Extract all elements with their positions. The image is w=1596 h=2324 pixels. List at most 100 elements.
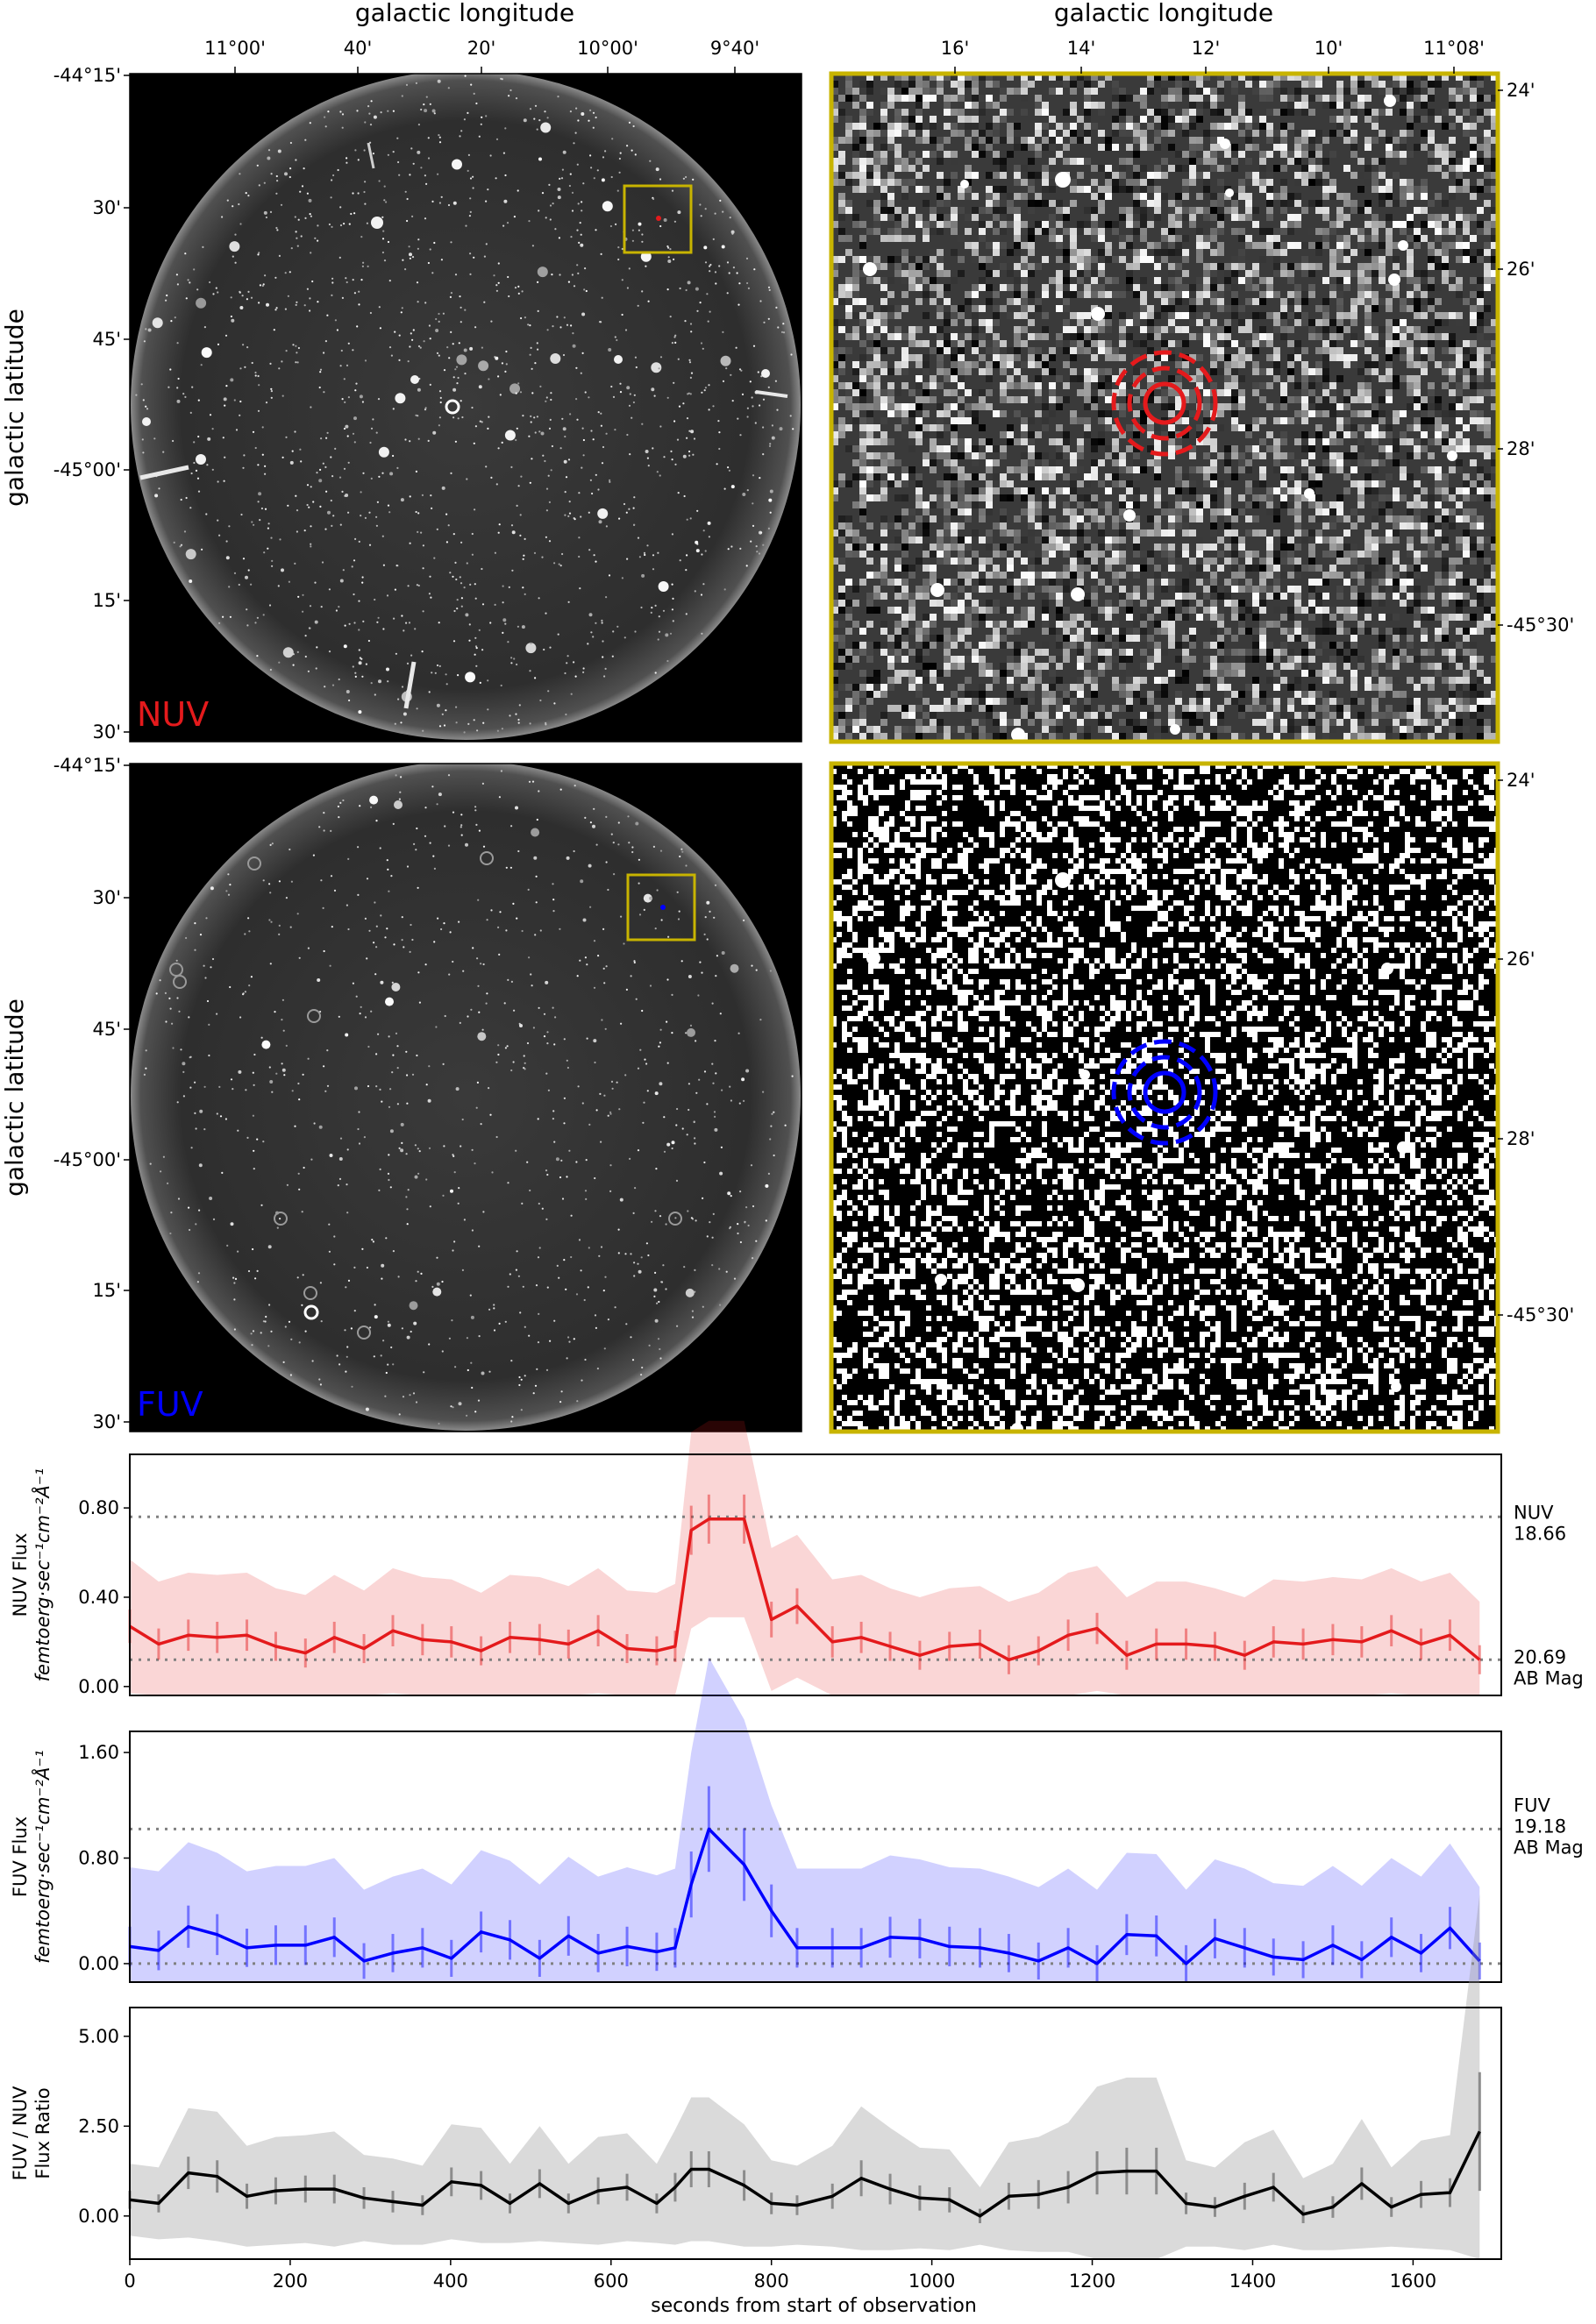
nuv-star bbox=[404, 438, 407, 441]
nuv-zoom-pixel bbox=[1266, 354, 1273, 361]
nuv-zoom-pixel bbox=[1400, 410, 1407, 417]
nuv-bright-ring bbox=[445, 399, 460, 415]
nuv-zoom-pixel bbox=[1231, 207, 1238, 214]
nuv-star bbox=[348, 699, 351, 702]
nuv-zoom-pixel bbox=[1049, 544, 1056, 551]
nuv-star bbox=[353, 212, 356, 215]
nuv-star bbox=[441, 486, 445, 490]
nuv-zoom-pixel bbox=[831, 158, 838, 165]
nuv-zoom-pixel bbox=[1056, 403, 1063, 410]
nuv-zoom-pixel bbox=[1063, 214, 1070, 221]
nuv-zoom-pixel bbox=[1217, 537, 1224, 544]
nuv-zoom-pixel bbox=[1133, 312, 1140, 319]
nuv-zoom-pixel bbox=[1393, 95, 1400, 102]
nuv-zoom-pixel bbox=[1449, 508, 1456, 515]
nuv-zoom-pixel bbox=[1217, 410, 1224, 417]
nuv-star bbox=[475, 102, 478, 105]
nuv-zoom-pixel bbox=[1400, 151, 1407, 158]
nuv-zoom-pixel bbox=[1175, 95, 1182, 102]
nuv-zoom-pixel bbox=[901, 88, 908, 95]
nuv-zoom-pixel bbox=[1287, 193, 1294, 200]
nuv-star bbox=[581, 201, 583, 203]
nuv-zoom-pixel bbox=[1421, 291, 1428, 298]
nuv-star bbox=[438, 665, 441, 668]
nuv-zoom-pixel bbox=[1315, 228, 1322, 235]
nuv-zoom-pixel bbox=[1084, 116, 1091, 123]
nuv-zoom-pixel bbox=[944, 193, 951, 200]
nuv-zoom-pixel bbox=[958, 522, 965, 529]
nuv-zoom-pixel bbox=[1140, 200, 1147, 207]
nuv-zoom-pixel bbox=[1280, 144, 1287, 151]
nuv-zoom-pixel bbox=[1126, 270, 1133, 277]
nuv-zoom-pixel bbox=[1105, 256, 1112, 263]
nuv-zoom-pixel bbox=[1063, 144, 1070, 151]
nuv-zoom-pixel bbox=[1210, 473, 1217, 480]
nuv-star bbox=[732, 267, 736, 269]
nuv-zoom-pixel bbox=[1091, 326, 1098, 333]
nuv-zoom-pixel bbox=[972, 81, 979, 88]
nuv-star bbox=[436, 352, 439, 354]
nuv-zoom-pixel bbox=[1449, 522, 1456, 529]
nuv-star bbox=[530, 415, 532, 417]
nuv-star bbox=[561, 417, 564, 420]
nuv-star bbox=[730, 230, 735, 234]
nuv-zoom-pixel bbox=[1238, 403, 1245, 410]
nuv-star bbox=[410, 654, 413, 657]
nuv-zoom-pixel bbox=[1273, 81, 1280, 88]
nuv-zoom-pixel bbox=[1245, 466, 1252, 473]
nuv-zoom-pixel bbox=[852, 410, 859, 417]
nuv-zoom-pixel bbox=[1231, 116, 1238, 123]
nuv-star bbox=[616, 625, 619, 628]
nuv-zoom-pixel bbox=[1196, 382, 1203, 389]
nuv-zoom-pixel bbox=[1063, 544, 1070, 551]
nuv-zoom-pixel bbox=[1119, 466, 1126, 473]
nuv-star bbox=[592, 438, 595, 441]
nuv-zoom-pixel bbox=[1280, 537, 1287, 544]
nuv-zoom-pixel bbox=[1442, 529, 1449, 537]
nuv-zoom-pixel bbox=[916, 515, 923, 522]
nuv-zoom-pixel bbox=[1407, 151, 1414, 158]
nuv-zoom-pixel bbox=[1119, 537, 1126, 544]
nuv-zoom-pixel bbox=[1336, 291, 1343, 298]
nuv-star bbox=[537, 309, 539, 312]
nuv-star bbox=[498, 523, 501, 526]
nuv-zoom-pixel bbox=[1252, 144, 1259, 151]
nuv-zoom-pixel bbox=[1070, 186, 1077, 193]
nuv-zoom-pixel bbox=[1252, 529, 1259, 537]
nuv-zoom-pixel bbox=[1428, 389, 1435, 396]
nuv-zoom-pixel bbox=[1477, 221, 1484, 228]
nuv-zoom-pixel bbox=[1407, 452, 1414, 459]
nuv-zoom-pixel bbox=[951, 81, 958, 88]
nuv-zoom-pixel bbox=[1000, 508, 1007, 515]
nuv-zoom-pixel bbox=[1463, 529, 1470, 537]
nuv-star bbox=[450, 330, 452, 333]
nuv-zoom-pixel bbox=[1070, 130, 1077, 137]
nuv-zoom-pixel bbox=[1470, 151, 1477, 158]
nuv-zoom-pixel bbox=[1182, 123, 1189, 130]
nuv-zoom-pixel bbox=[1133, 459, 1140, 466]
nuv-zoom-pixel bbox=[1372, 403, 1379, 410]
nuv-zoom-pixel bbox=[1266, 88, 1273, 95]
nuv-zoom-pixel bbox=[1463, 340, 1470, 347]
nuv-zoom-pixel bbox=[1245, 501, 1252, 508]
nuv-zoom-pixel bbox=[1421, 207, 1428, 214]
nuv-zoom-pixel bbox=[1400, 340, 1407, 347]
nuv-zoom-pixel bbox=[1049, 221, 1056, 228]
nuv-star bbox=[445, 513, 448, 515]
nuv-star bbox=[232, 205, 234, 208]
nuv-zoom-pixel bbox=[1119, 340, 1126, 347]
nuv-zoom-pixel bbox=[1266, 137, 1273, 144]
nuv-zoom-pixel bbox=[1168, 228, 1175, 235]
nuv-zoom-pixel bbox=[1421, 186, 1428, 193]
nuv-zoom-pixel bbox=[1379, 221, 1386, 228]
nuv-zoom-pixel bbox=[1021, 312, 1028, 319]
nuv-zoom-pixel bbox=[1364, 424, 1372, 431]
nuv-zoom-pixel bbox=[1028, 417, 1035, 424]
nuv-zoom-pixel bbox=[1210, 165, 1217, 172]
nuv-star bbox=[595, 622, 597, 624]
nuv-zoom-pixel bbox=[1372, 354, 1379, 361]
nuv-zoom-pixel bbox=[1168, 452, 1175, 459]
nuv-star bbox=[715, 282, 717, 285]
nuv-zoom-pixel bbox=[979, 403, 986, 410]
nuv-zoom-pixel bbox=[916, 221, 923, 228]
